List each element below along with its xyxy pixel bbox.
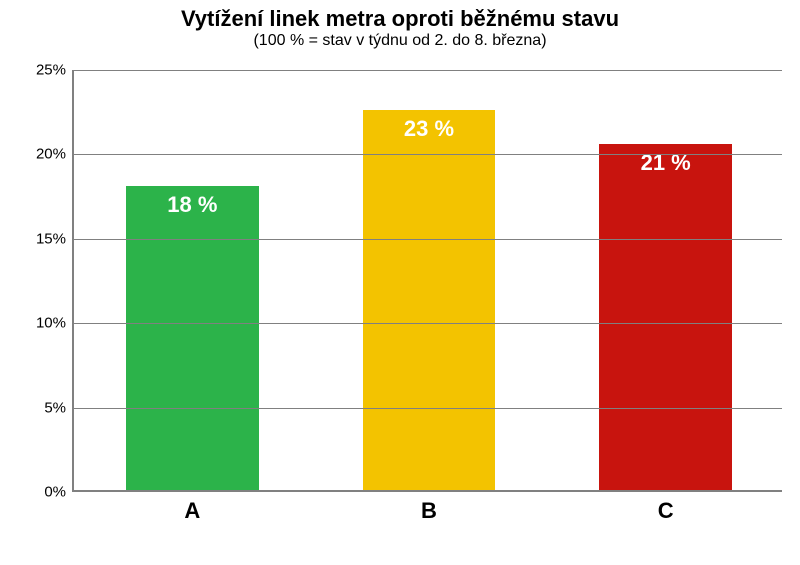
bar-value-label: 18 %	[126, 192, 259, 218]
y-tick-label: 25%	[36, 62, 74, 79]
gridline	[74, 239, 782, 240]
gridline	[74, 154, 782, 155]
x-tick-label: C	[658, 490, 674, 524]
chart-title: Vytížení linek metra oproti běžnému stav…	[0, 6, 800, 32]
gridline	[74, 70, 782, 71]
plot-area: 18 %23 %21 % 0%5%10%15%20%25%ABC	[72, 70, 782, 492]
y-tick-label: 0%	[44, 484, 74, 501]
bar: 21 %	[599, 144, 732, 490]
bar-value-label: 23 %	[363, 116, 496, 142]
bar: 23 %	[363, 110, 496, 490]
y-tick-label: 5%	[44, 399, 74, 416]
y-tick-label: 20%	[36, 146, 74, 163]
x-tick-label: B	[421, 490, 437, 524]
bar: 18 %	[126, 186, 259, 490]
gridline	[74, 408, 782, 409]
chart-subtitle: (100 % = stav v týdnu od 2. do 8. března…	[0, 32, 800, 50]
chart-container: Vytížení linek metra oproti běžnému stav…	[0, 0, 800, 565]
y-tick-label: 10%	[36, 315, 74, 332]
gridline	[74, 323, 782, 324]
bars-layer: 18 % 23 % 21 %	[74, 70, 782, 490]
title-block: Vytížení linek metra oproti běžnému stav…	[0, 0, 800, 50]
x-tick-label: A	[184, 490, 200, 524]
y-tick-label: 15%	[36, 230, 74, 247]
